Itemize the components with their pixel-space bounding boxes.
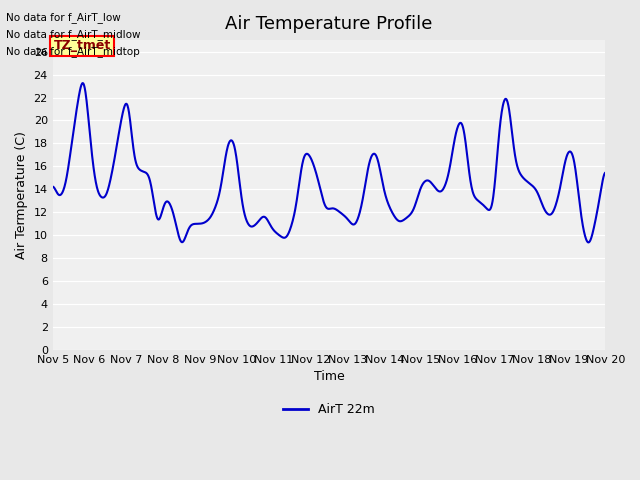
Text: No data for f_AirT_low: No data for f_AirT_low	[6, 12, 121, 23]
Legend: AirT 22m: AirT 22m	[278, 398, 380, 421]
X-axis label: Time: Time	[314, 371, 344, 384]
Text: TZ_tmet: TZ_tmet	[53, 39, 111, 52]
Text: No data for f_AirT_midtop: No data for f_AirT_midtop	[6, 46, 140, 57]
Title: Air Temperature Profile: Air Temperature Profile	[225, 15, 433, 33]
Y-axis label: Air Termperature (C): Air Termperature (C)	[15, 131, 28, 259]
Text: No data for f_AirT_midlow: No data for f_AirT_midlow	[6, 29, 141, 40]
